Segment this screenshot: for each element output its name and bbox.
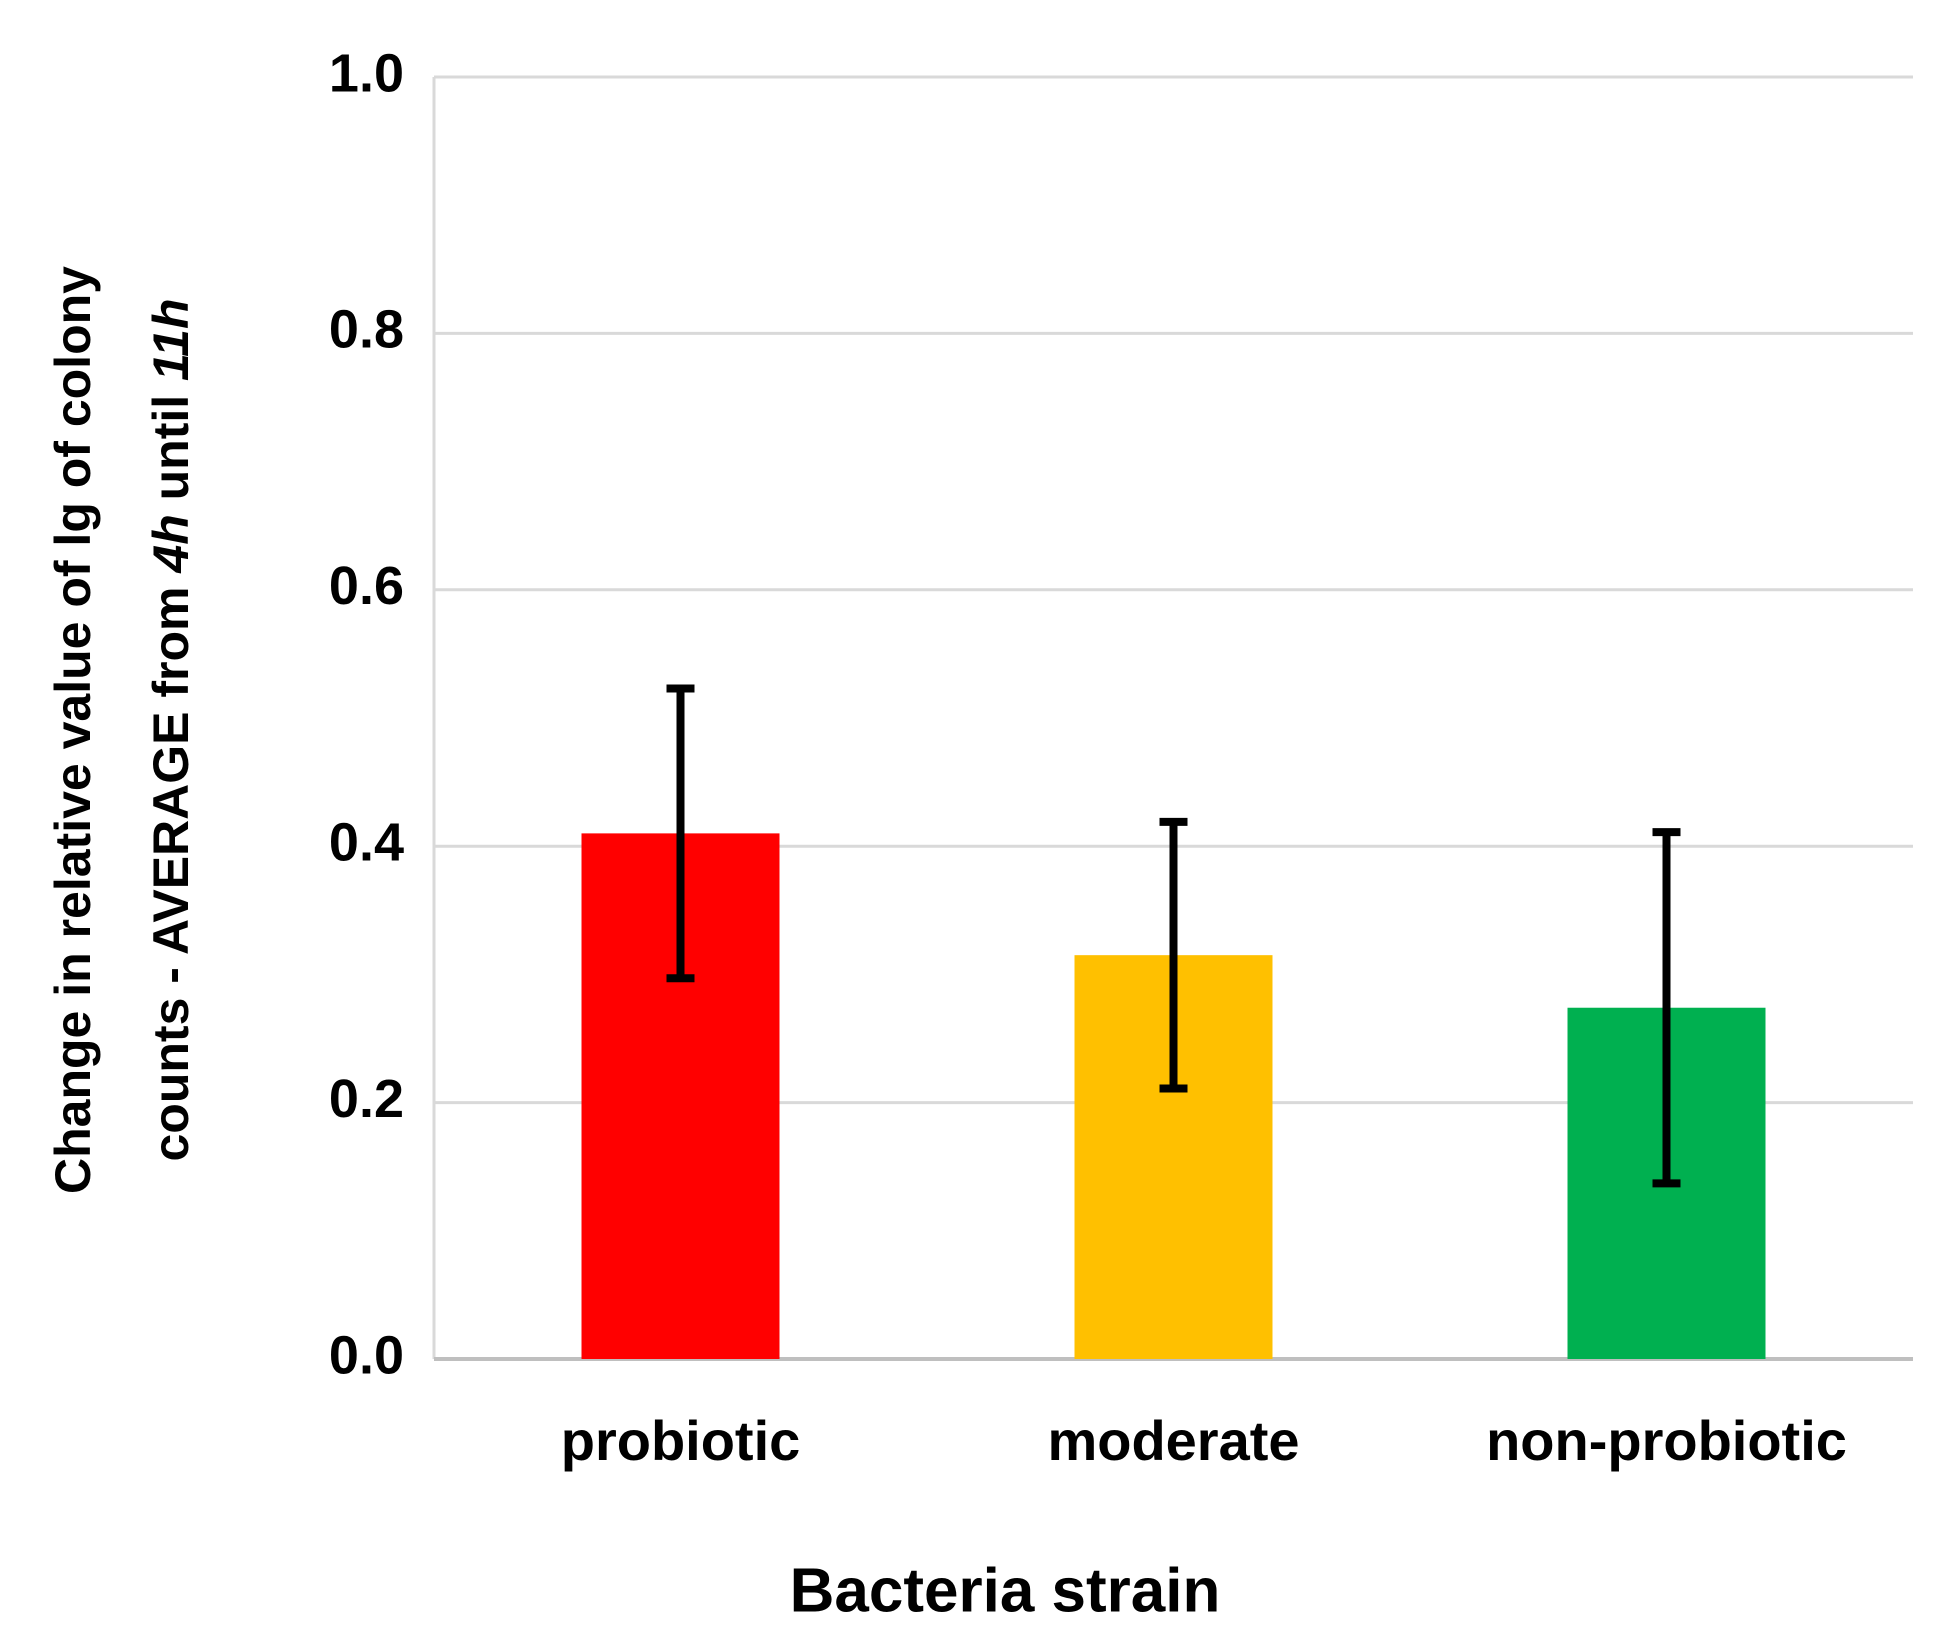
error-bar [1652,828,1681,1188]
y-axis-title-part: 11h [143,298,199,380]
y-axis-title-line: counts - AVERAGE from 4h until 11h [143,298,199,1161]
y-axis-title-part: 4h [143,514,199,573]
error-bar [1159,817,1188,1093]
x-tick-label: moderate [1047,1409,1299,1472]
x-tick-label: probiotic [561,1409,801,1472]
y-tick-label: 0.6 [329,556,404,616]
y-axis-title-part: Change in relative value of lg of colony [45,266,101,1194]
error-bar [666,684,695,983]
y-tick-label: 0.2 [329,1069,404,1129]
x-axis-title: Bacteria strain [790,1556,1221,1625]
y-axis-title-line: Change in relative value of lg of colony [45,266,101,1194]
x-tick-label: non-probiotic [1486,1409,1847,1472]
y-tick-label: 0.0 [329,1325,404,1385]
y-axis-title-part: until [143,381,199,514]
y-axis-title-part: counts - AVERAGE from [143,573,199,1162]
y-tick-label: 1.0 [329,43,404,103]
y-tick-label: 0.8 [329,300,404,360]
y-tick-label: 0.4 [329,812,404,872]
